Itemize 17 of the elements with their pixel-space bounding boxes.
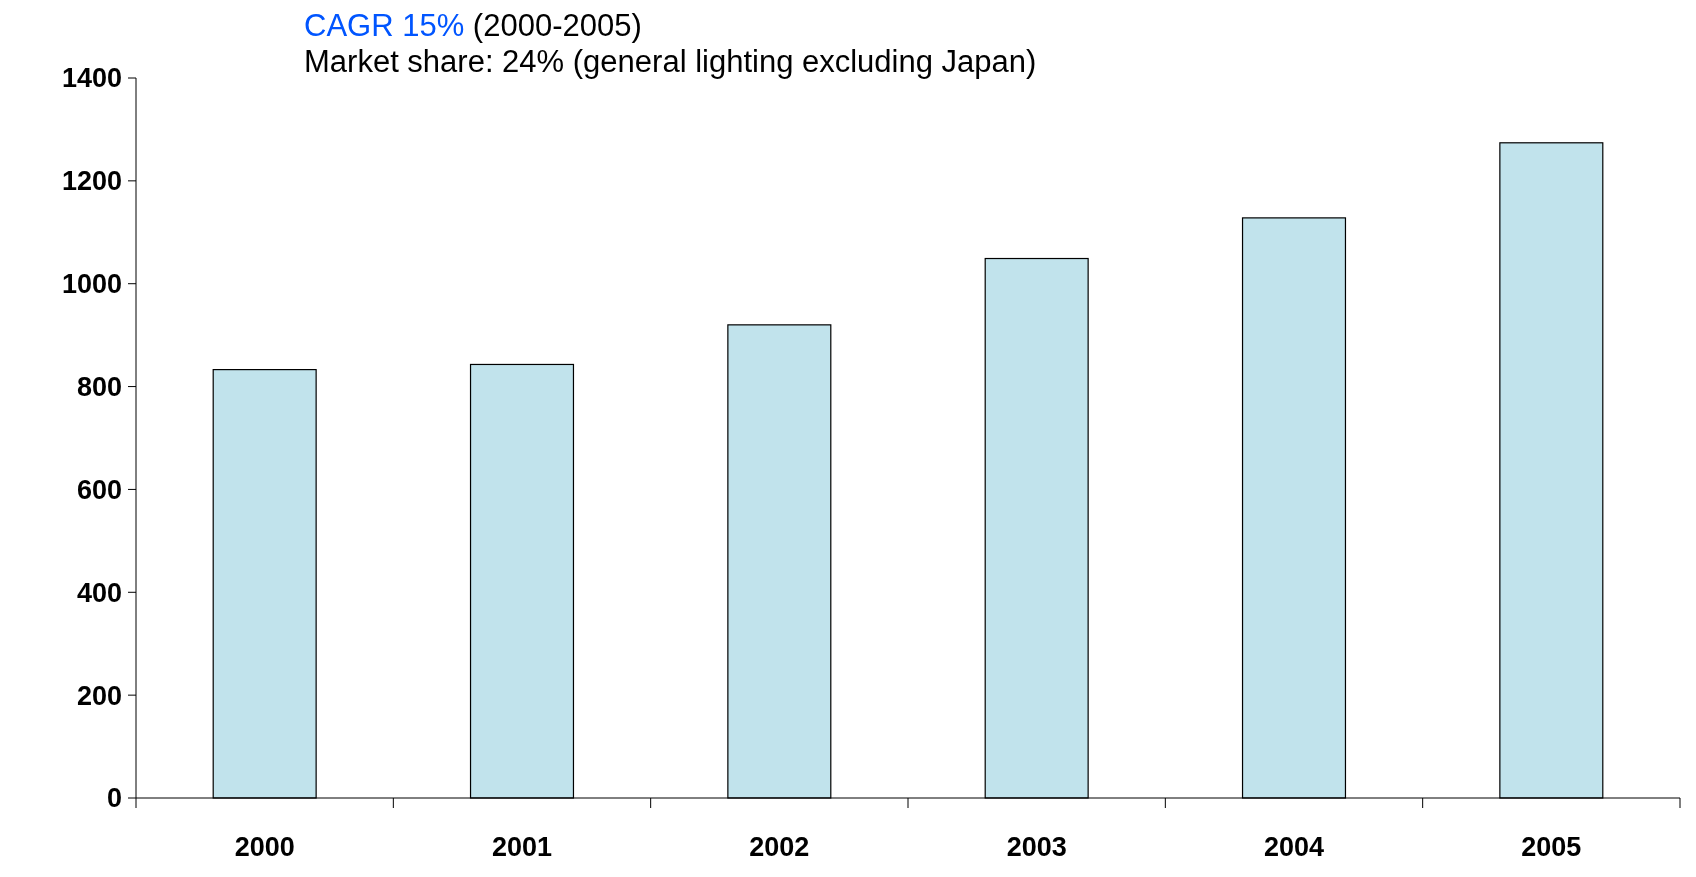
x-tick-label: 2001 xyxy=(491,832,553,862)
y-tick-label: 200 xyxy=(76,680,122,711)
x-tick-label: 2000 xyxy=(234,832,295,862)
y-tick-label: 400 xyxy=(76,577,122,608)
text: (2000-2005) xyxy=(464,8,642,43)
x-tick-label: 2003 xyxy=(1006,832,1067,862)
annotation: Market share: 24% (general lighting excluding Japan) xyxy=(304,44,1037,79)
text: CAGR 15% xyxy=(304,8,465,43)
y-tick-label: 600 xyxy=(76,474,122,505)
x-tick-label: 2002 xyxy=(749,832,810,862)
y-tick-label: 1200 xyxy=(61,166,122,197)
y-tick-label: 0 xyxy=(106,783,122,814)
y-tick-label: 1000 xyxy=(61,269,122,300)
x-tick-label: 2004 xyxy=(1263,832,1325,862)
y-tick-label: 800 xyxy=(76,372,122,403)
x-tick-label: 2005 xyxy=(1521,832,1582,862)
y-tick-label: 1400 xyxy=(61,63,122,94)
